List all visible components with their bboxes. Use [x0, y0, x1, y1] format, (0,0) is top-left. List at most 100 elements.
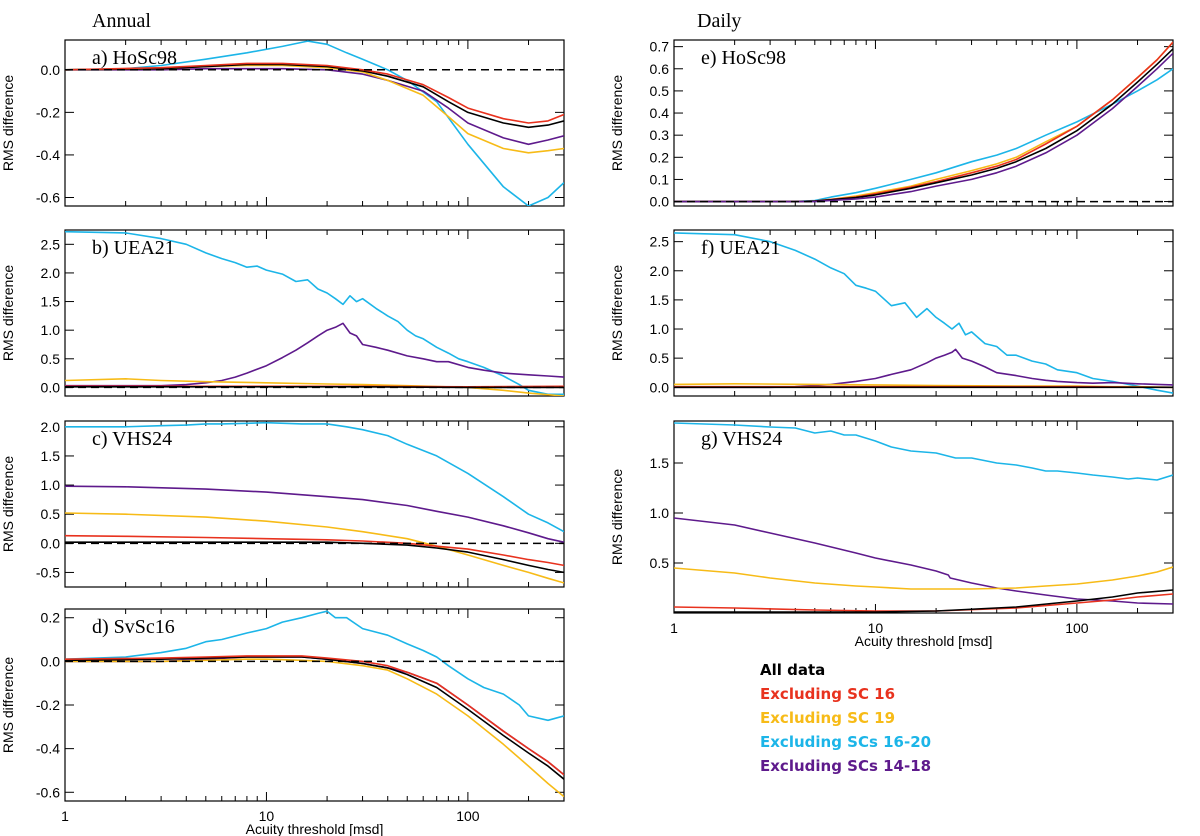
y-tick-label: 1.0 — [650, 505, 670, 521]
y-tick-label: 0.0 — [41, 535, 61, 551]
panel-label: g) VHS24 — [701, 428, 782, 450]
y-tick-label: -0.5 — [36, 564, 60, 580]
series-line-excl-sc14-18 — [65, 67, 564, 146]
series-line-excl-sc14-18 — [674, 52, 1173, 203]
series-line-excl-sc16-20 — [65, 230, 564, 396]
series-line-excl-sc16 — [65, 62, 564, 124]
panel-label: c) VHS24 — [92, 428, 172, 450]
y-tick-label: 1.0 — [41, 477, 61, 493]
y-tick-label: 2.5 — [650, 234, 670, 250]
x-tick-label: 1 — [61, 808, 69, 824]
series-line-excl-sc19 — [65, 377, 564, 396]
y-tick-label: 1.5 — [650, 455, 670, 471]
y-tick-label: 0.4 — [650, 105, 670, 121]
series-line-excl-sc14-18 — [65, 322, 564, 387]
x-tick-label: 10 — [868, 620, 884, 636]
series-line-excl-sc16-20 — [674, 68, 1173, 203]
plot-frame — [64, 420, 565, 588]
y-tick-label: 2.0 — [650, 263, 670, 279]
y-tick-label: -0.4 — [36, 741, 60, 757]
legend-entry-excl-sc19: Excluding SC 19 — [760, 709, 895, 727]
series-line-excl-sc14-18 — [65, 656, 564, 776]
panel-b: 0.0 0.5 1.0 1.5 2.0 2.5 RMS difference b) UEA21 — [0, 229, 565, 397]
series-line-excl-sc16-20 — [674, 422, 1173, 481]
y-axis-title: RMS difference — [0, 456, 16, 552]
series-group — [65, 40, 564, 206]
panel-label: e) HoSc98 — [701, 47, 786, 69]
column-title-annual: Annual — [92, 10, 151, 32]
y-tick-label: 1.0 — [650, 321, 670, 337]
y-axis-title: RMS difference — [0, 75, 16, 171]
y-tick-label: 0.2 — [650, 149, 670, 165]
y-tick-label: 2.5 — [41, 236, 61, 252]
y-tick-label: 0.0 — [41, 653, 61, 669]
y-tick-label: 0.5 — [650, 555, 670, 571]
y-tick-label: 0.6 — [650, 61, 670, 77]
y-axis-title: RMS difference — [609, 469, 625, 565]
y-tick-label: 0.5 — [650, 350, 670, 366]
series-line-excl-sc16 — [65, 655, 564, 776]
series-line-excl-sc16-20 — [65, 421, 564, 533]
y-tick-label: 0.0 — [650, 379, 670, 395]
y-tick-label: -0.6 — [36, 189, 60, 205]
plot-frame — [673, 39, 1174, 207]
series-line-excl-sc19 — [65, 64, 564, 154]
series-line-excl-sc16-20 — [674, 232, 1173, 394]
legend-entry-excl-sc14-18: Excluding SCs 14-18 — [760, 757, 931, 775]
y-tick-label: 0.0 — [41, 62, 61, 78]
panel-f: 0.0 0.5 1.0 1.5 2.0 2.5 RMS difference f) UEA21 — [609, 229, 1174, 397]
y-tick-label: 0.0 — [41, 379, 61, 395]
series-line-all-data — [65, 656, 564, 780]
plot-frame — [64, 39, 565, 207]
panel-c: -0.5 0.0 0.5 1.0 1.5 2.0 RMS difference c) VHS2… — [0, 419, 565, 588]
series-line-excl-sc19 — [65, 658, 564, 798]
series-line-all-data — [674, 48, 1173, 203]
y-tick-label: 2.0 — [41, 265, 61, 281]
x-tick-label: 100 — [456, 808, 480, 824]
y-tick-label: 1.5 — [650, 292, 670, 308]
series-line-all-data — [65, 541, 564, 574]
series-line-excl-sc14-18 — [674, 348, 1173, 389]
panel-label: b) UEA21 — [92, 237, 175, 259]
legend: All data Excluding SC 16 Excluding SC 19 Ex… — [760, 661, 931, 775]
y-tick-label: -0.4 — [36, 147, 60, 163]
y-tick-label: 0.3 — [650, 127, 670, 143]
y-axis-title: RMS difference — [609, 265, 625, 361]
y-tick-label: 0.2 — [41, 610, 61, 626]
panel-a: -0.6 -0.4 -0.2 0.0 RMS difference a) HoSc98 — [0, 39, 565, 207]
series-line-excl-sc19 — [674, 566, 1173, 590]
y-tick-label: 0.7 — [650, 39, 670, 55]
y-axis-title: RMS difference — [0, 265, 16, 361]
y-tick-label: 1.5 — [41, 448, 61, 464]
series-line-all-data — [674, 589, 1173, 613]
legend-entry-excl-sc16: Excluding SC 16 — [760, 685, 895, 703]
series-line-excl-sc16-20 — [65, 610, 564, 722]
plot-frame — [64, 229, 565, 397]
series-group — [65, 421, 564, 584]
y-tick-label: -0.2 — [36, 104, 60, 120]
panel-d: -0.6 -0.4 -0.2 0.0 0.2 RMS difference 1 10 100 Ac… — [0, 608, 565, 836]
series-line-excl-sc16 — [674, 593, 1173, 612]
y-tick-label: 1.5 — [41, 294, 61, 310]
y-tick-label: 0.5 — [41, 506, 61, 522]
legend-entry-all-data: All data — [760, 661, 825, 679]
x-tick-label: 1 — [670, 620, 678, 636]
y-axis-title: RMS difference — [609, 75, 625, 171]
y-tick-label: -0.6 — [36, 784, 60, 800]
column-title-daily: Daily — [697, 10, 741, 32]
y-tick-label: -0.2 — [36, 697, 60, 713]
y-tick-label: 0.5 — [41, 351, 61, 367]
series-group — [674, 422, 1173, 613]
panel-label: f) UEA21 — [701, 237, 780, 259]
series-line-all-data — [65, 63, 564, 129]
series-group — [65, 610, 564, 798]
plot-frame — [673, 229, 1174, 397]
series-line-excl-sc16-20 — [65, 40, 564, 206]
x-tick-label: 100 — [1065, 620, 1089, 636]
panel-g: 0.5 1.0 1.5 RMS difference 1 10 100 Acuity thre… — [609, 420, 1174, 649]
series-line-excl-sc14-18 — [65, 485, 564, 543]
y-axis-title: RMS difference — [0, 657, 16, 753]
x-axis-title: Acuity threshold [msd] — [855, 633, 993, 649]
panel-label: d) SvSc16 — [92, 616, 175, 638]
